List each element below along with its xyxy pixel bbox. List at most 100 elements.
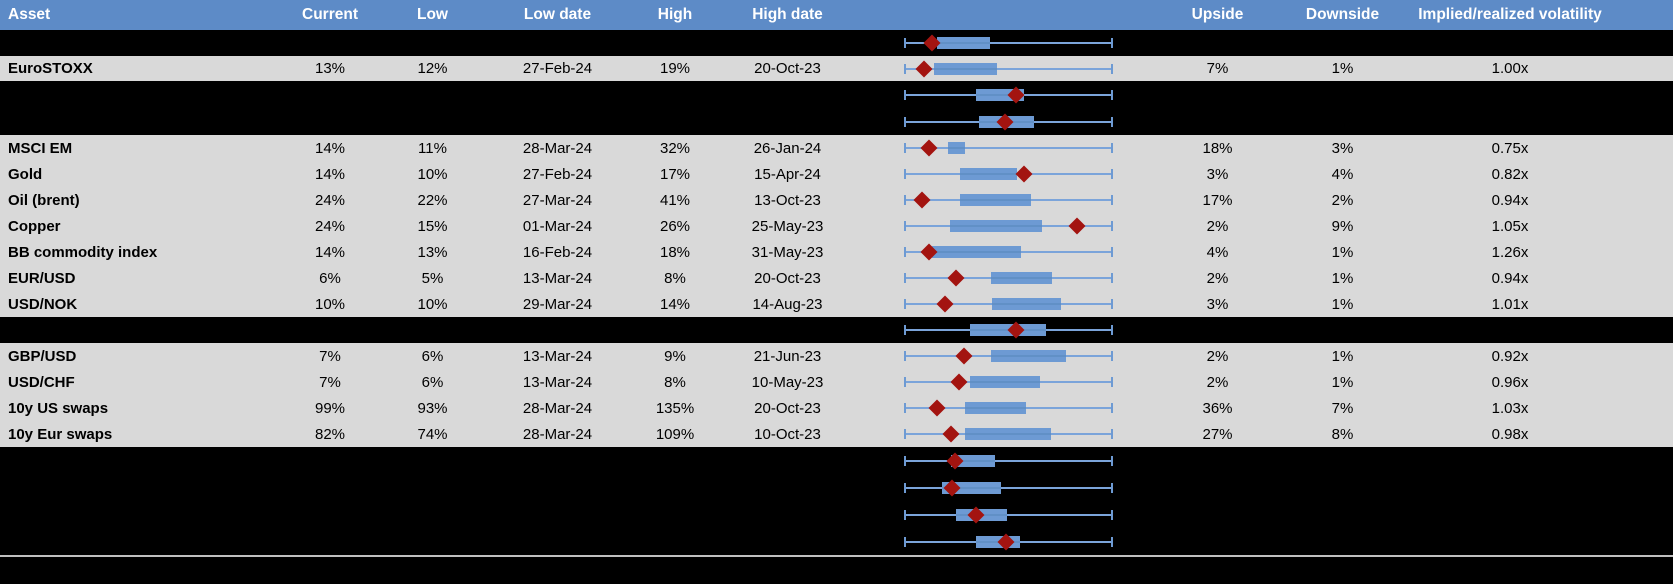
boxplot-box xyxy=(932,246,1021,258)
boxplot-marker xyxy=(1068,217,1086,235)
cell-low-date: 27-Mar-24 xyxy=(522,192,593,208)
footer-strip xyxy=(0,557,1673,584)
boxplot-cap-right xyxy=(1111,273,1113,283)
cell-low: 74% xyxy=(417,426,448,442)
boxplot-cap-left xyxy=(904,429,906,439)
boxplot-whisker xyxy=(905,147,1112,149)
boxplot xyxy=(904,291,1113,317)
boxplot-cap-right xyxy=(1111,351,1113,361)
cell-boxplot xyxy=(850,474,1135,501)
boxplot xyxy=(904,108,1113,135)
cell-high-date: 26-Jan-24 xyxy=(753,140,822,156)
cell-high: 8% xyxy=(664,374,686,390)
separator-line xyxy=(0,555,1673,557)
spacer-row xyxy=(0,501,1673,528)
cell-low-date: 13-Mar-24 xyxy=(522,270,593,286)
table-row: BB commodity index 14% 13% 16-Feb-24 18%… xyxy=(0,239,1673,265)
boxplot-cap-left xyxy=(904,89,906,100)
cell-low: 13% xyxy=(417,244,448,260)
cell-current: 6% xyxy=(319,270,341,286)
cell-boxplot xyxy=(850,501,1135,528)
cell-boxplot xyxy=(850,447,1135,474)
cell-upside: 36% xyxy=(1202,400,1233,416)
cell-upside: 18% xyxy=(1202,140,1233,156)
boxplot-cap-right xyxy=(1111,482,1113,493)
cell-current: 24% xyxy=(314,218,346,234)
cell-boxplot xyxy=(850,239,1135,265)
cell-high-date: 15-Apr-24 xyxy=(754,166,821,182)
cell-boxplot xyxy=(850,30,1135,56)
cell-implied: 0.98x xyxy=(1491,426,1529,442)
column-header-high: High xyxy=(657,7,693,23)
column-header-current: Current xyxy=(302,7,358,23)
spacer-row xyxy=(0,108,1673,135)
boxplot-box xyxy=(934,62,998,75)
cell-boxplot xyxy=(850,135,1135,161)
boxplot-whisker xyxy=(905,67,1112,70)
cell-high: 14% xyxy=(659,296,691,312)
boxplot-cap-left xyxy=(904,351,906,361)
boxplot-cap-left xyxy=(904,63,906,74)
boxplot-cap-right xyxy=(1111,143,1113,153)
cell-low: 6% xyxy=(421,348,444,364)
table-row: USD/CHF 7% 6% 13-Mar-24 8% 10-May-23 2% … xyxy=(0,369,1673,395)
boxplot-cap-right xyxy=(1111,403,1113,413)
table-row: Oil (brent) 24% 22% 27-Mar-24 41% 13-Oct… xyxy=(0,187,1673,213)
cell-asset: EUR/USD xyxy=(8,270,76,286)
cell-downside: 2% xyxy=(1331,192,1354,208)
cell-low-date: 13-Mar-24 xyxy=(522,348,593,364)
boxplot-box xyxy=(937,37,991,49)
cell-boxplot xyxy=(850,421,1135,447)
boxplot-cap-left xyxy=(904,509,906,520)
cell-high: 19% xyxy=(659,61,691,76)
cell-current: 7% xyxy=(319,374,341,390)
boxplot-cap-right xyxy=(1111,536,1113,547)
boxplot-cap-left xyxy=(904,455,906,466)
boxplot-box xyxy=(947,142,965,154)
cell-boxplot xyxy=(850,369,1135,395)
table-row: Gold 14% 10% 27-Feb-24 17% 15-Apr-24 3% … xyxy=(0,161,1673,187)
spacer-row xyxy=(0,447,1673,474)
cell-downside: 1% xyxy=(1331,374,1354,390)
table-header-row: Asset Current Low Low date High High dat… xyxy=(0,0,1673,30)
boxplot-marker xyxy=(950,373,968,391)
cell-implied: 0.75x xyxy=(1491,140,1529,156)
cell-implied: 1.26x xyxy=(1491,244,1529,260)
cell-upside: 2% xyxy=(1206,270,1229,286)
cell-asset: USD/NOK xyxy=(8,296,78,312)
boxplot-cap-left xyxy=(904,482,906,493)
boxplot-cap-right xyxy=(1111,195,1113,205)
cell-downside: 7% xyxy=(1331,400,1354,416)
boxplot-cap-right xyxy=(1111,116,1113,127)
boxplot-box xyxy=(959,168,1017,180)
boxplot-cap-right xyxy=(1111,221,1113,231)
cell-boxplot xyxy=(850,161,1135,187)
table-row: USD/NOK 10% 10% 29-Mar-24 14% 14-Aug-23 … xyxy=(0,291,1673,317)
cell-downside: 3% xyxy=(1331,140,1354,156)
cell-current: 10% xyxy=(314,296,346,312)
cell-high: 32% xyxy=(659,140,691,156)
cell-boxplot xyxy=(850,395,1135,421)
cell-asset: Gold xyxy=(8,166,43,182)
boxplot xyxy=(904,265,1113,291)
cell-current: 82% xyxy=(314,426,346,442)
cell-current: 24% xyxy=(314,192,346,208)
boxplot-box xyxy=(991,350,1067,362)
cell-implied: 0.94x xyxy=(1491,270,1529,286)
boxplot-marker xyxy=(913,191,931,209)
cell-asset: MSCI EM xyxy=(8,140,73,156)
cell-boxplot xyxy=(850,187,1135,213)
cell-high-date: 31-May-23 xyxy=(751,244,824,260)
cell-boxplot xyxy=(850,343,1135,369)
cell-low: 15% xyxy=(417,218,448,234)
cell-low-date: 28-Mar-24 xyxy=(522,426,593,442)
cell-upside: 2% xyxy=(1206,374,1229,390)
boxplot xyxy=(904,187,1113,213)
spacer-row xyxy=(0,30,1673,56)
cell-current: 7% xyxy=(319,348,341,364)
cell-high: 17% xyxy=(659,166,691,182)
spacer-row xyxy=(0,81,1673,108)
cell-boxplot xyxy=(850,291,1135,317)
boxplot xyxy=(904,343,1113,369)
boxplot-cap-left xyxy=(904,377,906,387)
